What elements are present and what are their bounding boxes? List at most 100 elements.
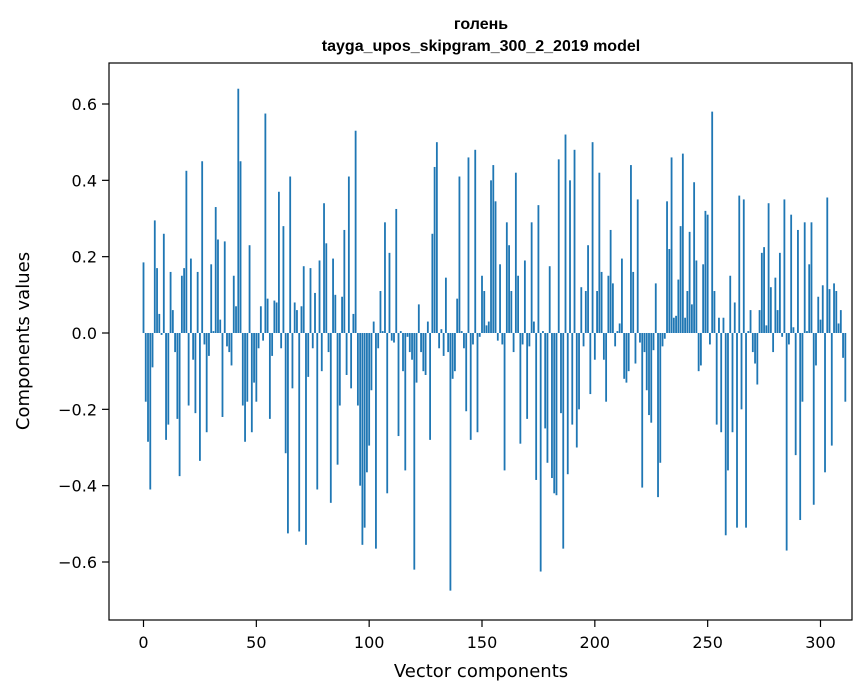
bar-66 — [291, 333, 294, 389]
bar-200 — [593, 333, 596, 360]
bar-187 — [564, 134, 567, 333]
bar-307 — [835, 291, 838, 333]
bar-173 — [533, 321, 535, 333]
bars — [142, 88, 847, 591]
bar-27 — [203, 333, 206, 345]
bar-10 — [165, 333, 167, 440]
bar-233 — [668, 249, 671, 333]
bar-9 — [162, 233, 165, 333]
bar-5 — [153, 220, 156, 333]
bar-310 — [842, 333, 844, 358]
bar-136 — [449, 333, 452, 591]
bar-198 — [589, 333, 592, 395]
bar-217 — [632, 271, 635, 333]
bar-302 — [824, 333, 826, 473]
bar-306 — [833, 283, 835, 333]
bar-261 — [731, 333, 734, 433]
bar-73 — [307, 333, 310, 377]
bar-106 — [381, 331, 384, 333]
bar-280 — [774, 277, 777, 333]
bar-262 — [733, 302, 736, 333]
bar-107 — [384, 222, 386, 333]
y-tick-label: 0.4 — [72, 171, 97, 190]
bar-134 — [444, 277, 447, 333]
bar-162 — [508, 245, 510, 333]
bar-296 — [810, 222, 813, 333]
bar-284 — [783, 199, 786, 333]
bar-11 — [167, 333, 170, 425]
bar-144 — [467, 157, 470, 333]
x-tick-label: 200 — [580, 633, 611, 652]
bar-254 — [715, 333, 718, 425]
bar-117 — [406, 333, 409, 337]
bar-216 — [630, 165, 632, 333]
bar-26 — [201, 161, 204, 333]
bar-224 — [648, 333, 650, 416]
bar-219 — [636, 199, 639, 333]
bar-55 — [266, 298, 269, 333]
bar-292 — [801, 333, 804, 402]
bar-56 — [268, 333, 271, 419]
bar-105 — [379, 291, 382, 333]
bar-177 — [542, 331, 544, 333]
bar-171 — [528, 333, 531, 347]
bar-253 — [713, 291, 716, 333]
bar-150 — [481, 275, 483, 333]
bar-260 — [729, 275, 732, 333]
bar-17 — [180, 275, 183, 333]
bar-283 — [781, 333, 784, 337]
bar-121 — [415, 333, 418, 383]
bar-67 — [293, 302, 296, 333]
bar-208 — [611, 283, 614, 333]
bar-156 — [494, 201, 497, 333]
bar-274 — [760, 252, 763, 333]
bar-191 — [573, 149, 576, 333]
bar-82 — [327, 333, 330, 353]
x-axis-ticks: 0 50 100 150 200 250 300 — [138, 620, 836, 652]
bar-70 — [300, 306, 303, 333]
bar-278 — [769, 287, 772, 333]
chart-subtitle: tayga_upos_skipgram_300_2_2019 model — [322, 38, 640, 55]
bar-32 — [214, 207, 217, 333]
bar-23 — [194, 333, 197, 414]
bar-87 — [338, 333, 341, 406]
y-tick-label: −0.4 — [58, 477, 97, 496]
bar-279 — [772, 333, 775, 353]
bar-91 — [347, 176, 350, 333]
bar-202 — [598, 172, 601, 333]
bar-169 — [523, 260, 526, 333]
bar-225 — [650, 333, 653, 423]
bar-44 — [241, 333, 244, 406]
bar-227 — [654, 283, 657, 333]
bar-146 — [472, 333, 474, 345]
bar-53 — [262, 333, 265, 341]
bar-116 — [404, 333, 407, 471]
bar-267 — [745, 333, 747, 528]
bar-270 — [751, 333, 754, 353]
bar-20 — [187, 333, 190, 406]
bar-152 — [485, 325, 488, 333]
bar-241 — [686, 291, 689, 333]
bar-311 — [844, 333, 847, 402]
bar-175 — [537, 205, 540, 333]
bar-299 — [817, 296, 820, 333]
x-tick-label: 300 — [805, 633, 836, 652]
bar-38 — [228, 333, 231, 353]
bar-114 — [399, 331, 402, 333]
bar-15 — [176, 333, 179, 419]
bar-7 — [158, 313, 161, 333]
bar-125 — [424, 333, 427, 375]
bar-96 — [359, 333, 362, 486]
bar-304 — [828, 289, 831, 333]
bar-79 — [320, 333, 323, 372]
bar-13 — [171, 310, 174, 333]
bar-258 — [724, 333, 727, 536]
bar-291 — [799, 333, 802, 521]
bar-170 — [526, 333, 529, 419]
bar-21 — [189, 258, 192, 333]
bar-113 — [397, 333, 400, 437]
bar-130 — [435, 142, 438, 333]
bar-182 — [553, 333, 556, 494]
bar-138 — [454, 333, 456, 372]
bar-300 — [819, 319, 822, 333]
